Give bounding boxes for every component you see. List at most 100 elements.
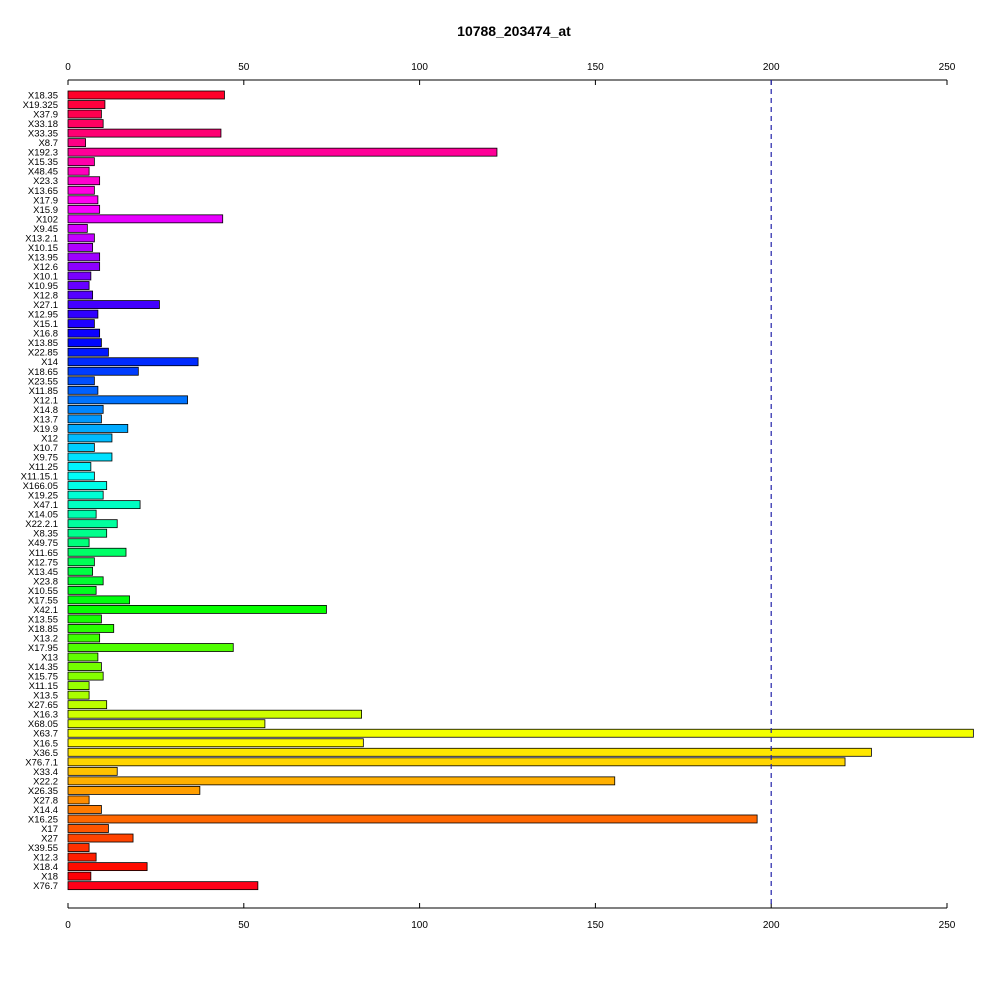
bar <box>67 195 99 205</box>
category-label: X12.95 <box>28 310 58 321</box>
bottom-tick-label: 0 <box>65 920 71 931</box>
category-label: X8.7 <box>38 138 58 149</box>
bars-group <box>67 90 974 891</box>
bottom-tick-label: 250 <box>939 920 956 931</box>
category-label: X22.2.1 <box>25 519 58 530</box>
category-label: X12.1 <box>33 395 58 406</box>
category-label: X48.45 <box>28 167 58 178</box>
bottom-tick-label: 150 <box>587 920 604 931</box>
bar <box>67 328 101 338</box>
category-label: X11.25 <box>29 462 58 473</box>
category-label: X12.75 <box>28 557 58 568</box>
category-label: X27.65 <box>28 700 58 711</box>
bar <box>67 300 160 309</box>
category-label: X27.1 <box>33 300 58 311</box>
bar <box>67 795 90 805</box>
bar <box>67 309 99 319</box>
bar <box>67 766 118 776</box>
bar <box>67 233 95 243</box>
category-label: X17.95 <box>28 643 58 654</box>
bar <box>67 443 95 452</box>
category-label: X14.4 <box>33 805 58 816</box>
bar <box>67 700 108 710</box>
bar <box>67 566 94 576</box>
bar <box>67 633 101 643</box>
bar <box>67 728 974 738</box>
category-label: X12 <box>41 433 58 444</box>
category-label: X11.15.1 <box>21 472 58 483</box>
bar <box>67 652 99 662</box>
category-label: X10.55 <box>28 586 58 597</box>
bar <box>67 243 94 252</box>
bottom-tick-label: 50 <box>238 920 250 931</box>
category-label: X14.8 <box>33 405 58 416</box>
bar <box>67 366 139 376</box>
category-label: X42.1 <box>33 605 58 616</box>
category-label: X13.45 <box>28 567 58 578</box>
bar <box>67 319 95 329</box>
category-label: X10.15 <box>28 243 58 254</box>
bar <box>67 262 101 271</box>
category-label: X23.8 <box>33 576 58 587</box>
bar <box>67 881 259 891</box>
bar <box>67 166 90 176</box>
bar <box>67 852 97 862</box>
category-label: X68.05 <box>28 719 58 730</box>
bar <box>67 814 758 824</box>
category-label: X22.2 <box>33 776 58 787</box>
category-label: X16.8 <box>33 329 58 340</box>
bar <box>67 147 498 157</box>
category-label: X10.1 <box>33 271 58 282</box>
category-label: X166.05 <box>23 481 58 492</box>
category-label: X17.9 <box>33 195 58 206</box>
bar <box>67 614 102 624</box>
category-label: X13.5 <box>33 691 58 702</box>
category-label: X14.05 <box>28 510 58 521</box>
top-tick-label: 0 <box>65 62 71 73</box>
category-label: X12.8 <box>33 291 58 302</box>
bar <box>67 500 141 510</box>
category-label: X9.45 <box>33 224 58 235</box>
bar <box>67 347 109 357</box>
category-label: X13.65 <box>28 186 58 197</box>
category-label: X39.55 <box>28 843 58 854</box>
bar <box>67 528 108 538</box>
category-label: X10.95 <box>28 281 58 292</box>
category-label: X11.65 <box>29 548 58 559</box>
bar <box>67 214 224 224</box>
category-label: X18 <box>41 872 58 883</box>
bar <box>67 624 115 633</box>
bar <box>67 757 846 767</box>
bottom-tick-label: 200 <box>763 920 780 931</box>
category-label: X13.2.1 <box>25 233 58 244</box>
category-label: X26.35 <box>28 786 58 797</box>
bar <box>67 862 148 872</box>
category-label: X13 <box>41 653 58 664</box>
bar <box>67 690 90 700</box>
top-tick-label: 100 <box>411 62 428 73</box>
category-label: X23.55 <box>28 376 58 387</box>
bar <box>67 452 113 462</box>
top-tick-label: 250 <box>939 62 956 73</box>
bar <box>67 385 99 395</box>
category-label: X17.55 <box>28 595 58 606</box>
bar <box>67 519 118 529</box>
category-label: X102 <box>36 214 58 225</box>
bar <box>67 509 97 519</box>
bar <box>67 357 199 367</box>
category-label: X16.5 <box>33 738 58 749</box>
top-tick-label: 150 <box>587 62 604 73</box>
category-label: X63.7 <box>33 729 58 740</box>
category-label: X23.3 <box>33 176 58 187</box>
bar <box>67 100 106 109</box>
bar <box>67 471 95 481</box>
bar <box>67 671 104 681</box>
bar <box>67 138 86 148</box>
category-label: X15.75 <box>28 672 58 683</box>
bar <box>67 662 102 671</box>
top-tick-label: 50 <box>238 62 250 73</box>
category-label: X19.25 <box>28 491 58 502</box>
category-label: X18.4 <box>33 862 58 873</box>
category-label: X9.75 <box>33 452 58 463</box>
